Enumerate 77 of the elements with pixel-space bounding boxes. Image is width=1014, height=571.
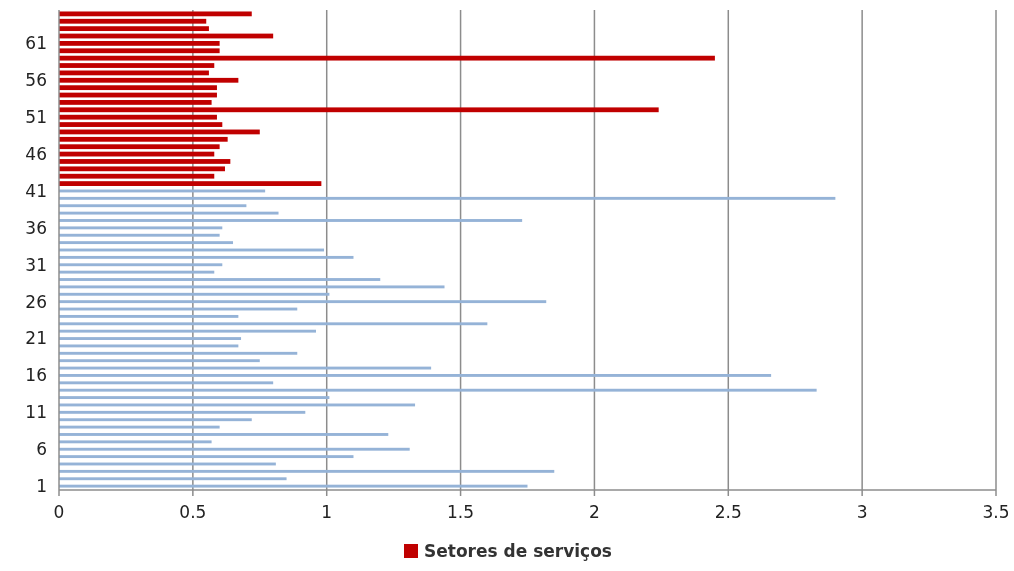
bar (59, 337, 242, 340)
bar (59, 425, 220, 429)
y-tick-label: 41 (25, 180, 47, 201)
y-tick-label: 1 (36, 476, 47, 497)
bar (59, 204, 247, 208)
y-tick-label: 21 (25, 328, 47, 349)
y-tick-label: 61 (25, 33, 47, 54)
bar (59, 107, 659, 113)
bar (59, 410, 306, 414)
bar (59, 381, 274, 385)
x-tick-label: 1.5 (447, 502, 475, 522)
bar (59, 173, 215, 179)
bar (59, 255, 354, 259)
bar (59, 388, 817, 392)
bar (59, 314, 239, 318)
bar (59, 48, 220, 54)
bar (59, 433, 389, 436)
x-tick-label: 3 (856, 502, 868, 522)
bar (59, 196, 836, 200)
y-tick-label: 26 (25, 291, 47, 312)
bar (59, 440, 212, 444)
y-tick-label: 36 (25, 217, 47, 238)
x-tick-label: 0.5 (179, 502, 207, 522)
bar (59, 136, 228, 142)
x-tick-label: 3.5 (982, 502, 1010, 522)
bar (59, 114, 217, 120)
bar (59, 219, 523, 222)
bar (59, 351, 298, 355)
bar (59, 270, 215, 274)
y-tick-label: 51 (25, 107, 47, 128)
bar (59, 211, 279, 215)
bar (59, 484, 528, 488)
x-tick-label: 2.5 (714, 502, 742, 522)
bar (59, 181, 322, 186)
bar (59, 344, 239, 348)
bar (59, 226, 223, 230)
bar (59, 55, 715, 61)
x-tick-label: 1 (321, 502, 333, 522)
bar (59, 366, 432, 370)
bar (59, 241, 234, 245)
bar (59, 144, 220, 150)
bar (59, 396, 330, 400)
bar (59, 329, 317, 333)
y-tick-label: 56 (25, 70, 47, 91)
bar (59, 359, 260, 363)
bar (59, 263, 223, 267)
y-tick-label: 6 (36, 439, 47, 460)
bar (59, 418, 252, 422)
bar (59, 100, 212, 105)
y-tick-label: 46 (25, 144, 47, 165)
bar (59, 447, 410, 451)
bar (59, 18, 207, 24)
x-tick-label: 0 (53, 502, 65, 522)
bar (59, 11, 252, 17)
bar (59, 322, 488, 326)
y-tick-label: 11 (25, 402, 47, 423)
bar (59, 40, 220, 46)
bar (59, 26, 209, 32)
bar (59, 233, 220, 237)
legend-label: Setores de serviços (424, 541, 612, 561)
bar (59, 159, 231, 164)
x-tick-label: 2 (589, 502, 600, 522)
bar (59, 77, 239, 83)
bar (59, 285, 445, 289)
bar (59, 63, 215, 68)
bar (59, 166, 225, 172)
bar (59, 455, 354, 459)
bar (59, 122, 223, 127)
bar (59, 300, 547, 304)
bar (59, 85, 217, 91)
bar (59, 469, 555, 473)
y-tick-label: 31 (25, 254, 47, 275)
bar (59, 477, 287, 481)
bar (59, 292, 330, 296)
bar (59, 278, 381, 281)
y-tick-label: 16 (25, 365, 47, 386)
bar (59, 374, 772, 377)
